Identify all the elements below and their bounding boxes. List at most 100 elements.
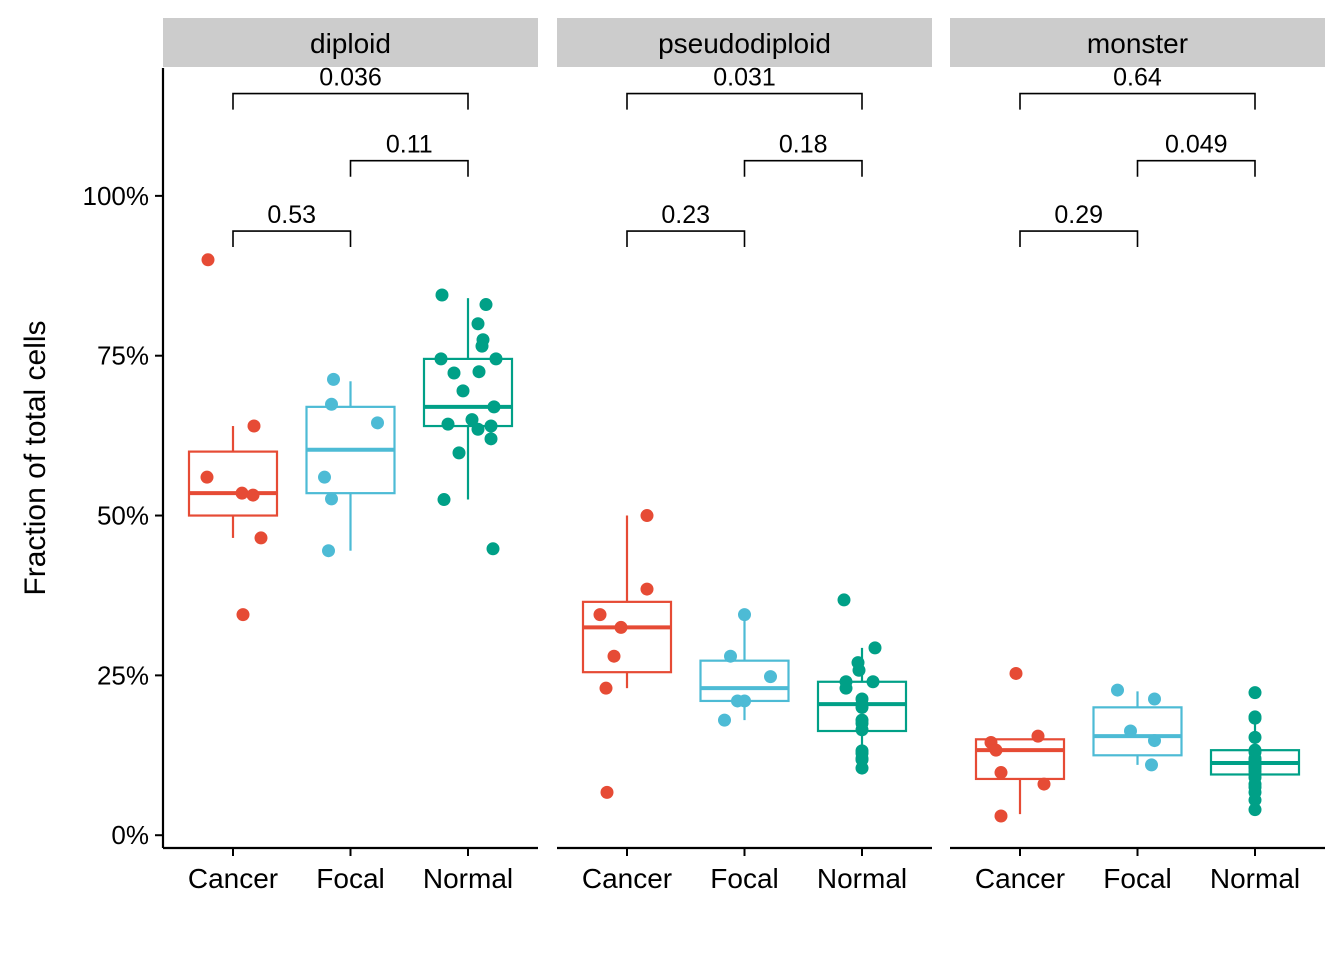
data-point-cancer [607,649,621,663]
data-point-cancer [593,608,607,622]
y-axis: 0% 25% 50% 75% 100% [83,68,165,850]
comparison-bracket: 0.29 [1019,201,1139,248]
data-point-normal [487,400,501,414]
data-point-normal [839,681,853,695]
comparison-bracket: 0.036 [232,64,469,110]
data-point-cancer [247,419,261,433]
data-point-normal [471,422,485,436]
facet-panels: diploid Cancer Focal Normal 0.53 0.11 0.036 pse… [163,18,1325,894]
box-cancer [187,426,279,538]
y-tick-label: 25% [97,660,149,690]
data-point-normal [1248,686,1262,700]
data-point-focal [325,397,338,411]
data-point-normal [441,417,455,431]
facet-strip-label: diploid [310,28,391,59]
comparison-bracket: 0.23 [626,201,746,248]
data-point-focal [1124,724,1137,738]
data-point-normal [855,723,869,737]
x-tick-label: Cancer [582,863,672,894]
data-point-cancer [200,470,214,484]
comparison-bracket: 0.11 [349,131,469,177]
data-point-normal [855,700,869,714]
data-point-normal [437,493,451,507]
data-point-cancer [236,608,250,622]
x-tick-label: Focal [1103,863,1171,894]
box-focal [305,381,396,551]
data-point-focal [327,372,340,386]
p-value-label: 0.18 [779,131,828,159]
data-point-normal [475,339,489,353]
data-point-cancer [640,582,654,596]
facet-strip-label: monster [1087,28,1188,59]
p-value-label: 0.53 [267,201,316,229]
data-point-normal [1248,803,1262,817]
data-point-cancer [994,766,1008,780]
data-point-cancer [1009,666,1023,680]
bracket-line [743,159,863,177]
bracket-line [349,159,469,177]
data-point-normal [452,446,466,460]
p-value-label: 0.049 [1165,131,1228,159]
p-value-label: 0.64 [1113,64,1162,92]
box-iqr [974,738,1066,781]
data-point-normal [866,675,880,689]
data-point-cancer [1037,777,1051,791]
data-point-normal [1248,711,1262,725]
data-point-cancer [600,785,614,799]
box-iqr [581,600,673,674]
data-point-normal [456,384,470,398]
data-point-normal [484,432,498,446]
x-tick-label: Normal [817,863,907,894]
data-point-focal [371,416,384,430]
box-iqr [422,357,514,428]
data-point-focal [718,713,731,727]
data-point-focal [738,608,751,622]
data-point-focal [318,470,331,484]
box-iqr [1092,706,1183,757]
data-point-focal [1148,692,1161,706]
comparison-bracket: 0.049 [1136,131,1256,177]
facet-strip [163,18,538,67]
data-point-cancer [989,743,1003,757]
data-point-cancer [614,620,628,634]
bracket-line [1019,92,1256,110]
comparison-bracket: 0.64 [1019,64,1256,110]
data-point-normal [479,298,493,312]
x-tick-label: Cancer [188,863,278,894]
data-point-normal [852,663,866,677]
data-point-focal [764,670,777,684]
data-point-normal [1248,730,1262,744]
y-tick-label: 100% [83,181,150,211]
box-normal [422,298,514,500]
x-tick-label: Normal [423,863,513,894]
data-point-focal [724,649,737,663]
bracket-line [626,92,863,110]
bracket-line [232,230,352,248]
data-point-normal [447,366,461,380]
data-point-normal [1248,793,1262,807]
p-value-label: 0.29 [1054,201,1103,229]
x-tick-label: Focal [710,863,778,894]
bracket-line [1136,159,1256,177]
y-tick-label: 75% [97,341,149,371]
data-point-normal [489,352,503,366]
data-point-focal [1111,683,1124,697]
p-value-label: 0.031 [713,64,776,92]
box-cancer [974,738,1066,815]
data-point-cancer [254,531,268,545]
facet-strip [950,18,1325,67]
bracket-line [626,230,746,248]
comparison-bracket: 0.53 [232,201,352,248]
y-tick-label: 0% [111,820,149,850]
data-point-cancer [246,488,260,502]
data-point-normal [837,593,851,607]
data-point-normal [484,419,498,433]
y-tick-label: 50% [97,501,149,531]
data-point-focal [325,492,338,506]
data-point-normal [855,761,869,775]
data-point-cancer [1031,729,1045,743]
box-iqr [187,450,279,517]
facet-strip-label: pseudodiploid [658,28,831,59]
data-point-normal [486,542,500,556]
data-point-normal [435,288,449,302]
